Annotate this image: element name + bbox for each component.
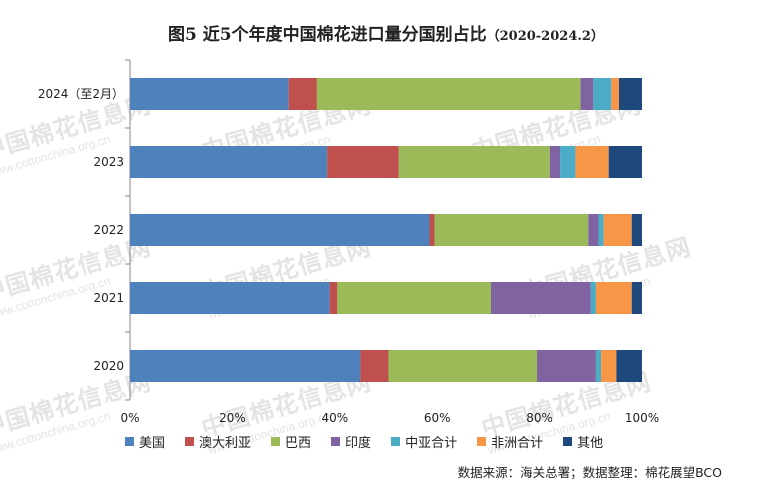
bar-segment (631, 214, 642, 246)
chart-legend: 美国 澳大利亚 巴西 印度 中亚合计 非洲合计 其他 (125, 432, 603, 451)
bar-segment (429, 214, 435, 246)
bar-segment (595, 282, 632, 314)
bar-segment (337, 282, 491, 314)
legend-item: 巴西 (271, 432, 311, 451)
legend-swatch (185, 437, 195, 446)
bar-segment (603, 214, 632, 246)
category-label: 2023 (93, 155, 124, 169)
bar-segment (618, 78, 642, 110)
bar-segment (360, 350, 389, 382)
bar-segment (588, 214, 599, 246)
category-label: 2020 (93, 359, 124, 373)
legend-swatch (271, 437, 281, 446)
category-label: 2022 (93, 223, 124, 237)
bar-segment (590, 282, 596, 314)
bar-segment (611, 78, 619, 110)
legend-label: 巴西 (285, 436, 312, 451)
bar-segment (327, 146, 399, 178)
bar-segment (130, 350, 361, 382)
bar-segment (593, 78, 612, 110)
legend-label: 美国 (139, 436, 166, 451)
legend-swatch (477, 437, 487, 446)
legend-item: 澳大利亚 (185, 432, 251, 451)
x-tick-label: 80% (526, 411, 553, 425)
bar-segment (130, 214, 430, 246)
legend-swatch (563, 437, 573, 446)
bar-segment (601, 350, 617, 382)
x-tick-label: 0% (120, 411, 139, 425)
x-tick-label: 20% (219, 411, 246, 425)
legend-item: 中亚合计 (391, 432, 457, 451)
bar-segment (608, 146, 642, 178)
bar-segment (631, 282, 642, 314)
legend-label: 中亚合计 (405, 436, 458, 451)
data-source-note: 数据来源：海关总署；数据整理：棉花展望BCO (457, 465, 722, 480)
bar-segment (398, 146, 550, 178)
bar-segment (329, 282, 338, 314)
chart-title: 图5 近5个年度中国棉花进口量分国别占比（2020-2024.2） (0, 20, 772, 45)
bar-segment (549, 146, 561, 178)
x-tick-label: 40% (321, 411, 348, 425)
bar-segment (434, 214, 589, 246)
bar-segment (598, 214, 604, 246)
x-tick-label: 60% (424, 411, 451, 425)
category-label: 2021 (93, 291, 124, 305)
bar-segment (580, 78, 594, 110)
bar-segment (130, 78, 289, 110)
bar-segment (490, 282, 591, 314)
legend-item: 其他 (563, 432, 603, 451)
x-tick-label: 100% (625, 411, 659, 425)
legend-item: 美国 (125, 432, 165, 451)
legend-label: 印度 (345, 436, 372, 451)
legend-swatch (391, 437, 401, 446)
legend-item: 印度 (331, 432, 371, 451)
bar-segment (560, 146, 576, 178)
legend-label: 非洲合计 (491, 436, 544, 451)
legend-label: 澳大利亚 (199, 436, 252, 451)
bar-segment (537, 350, 596, 382)
chart-subtitle: （2020-2024.2） (486, 29, 604, 44)
legend-item: 非洲合计 (477, 432, 543, 451)
chart-title-text: 图5 近5个年度中国棉花进口量分国别占比 (168, 25, 487, 45)
legend-label: 其他 (577, 436, 604, 451)
bar-segment (575, 146, 609, 178)
category-label: 2024（至2月） (38, 87, 124, 101)
bar-segment (288, 78, 317, 110)
legend-swatch (125, 437, 134, 446)
bar-segment (388, 350, 538, 382)
bar-segment (130, 282, 330, 314)
bar-segment (595, 350, 602, 382)
bar-segment (616, 350, 642, 382)
bar-segment (316, 78, 581, 110)
legend-swatch (331, 437, 341, 446)
bar-segment (130, 146, 328, 178)
